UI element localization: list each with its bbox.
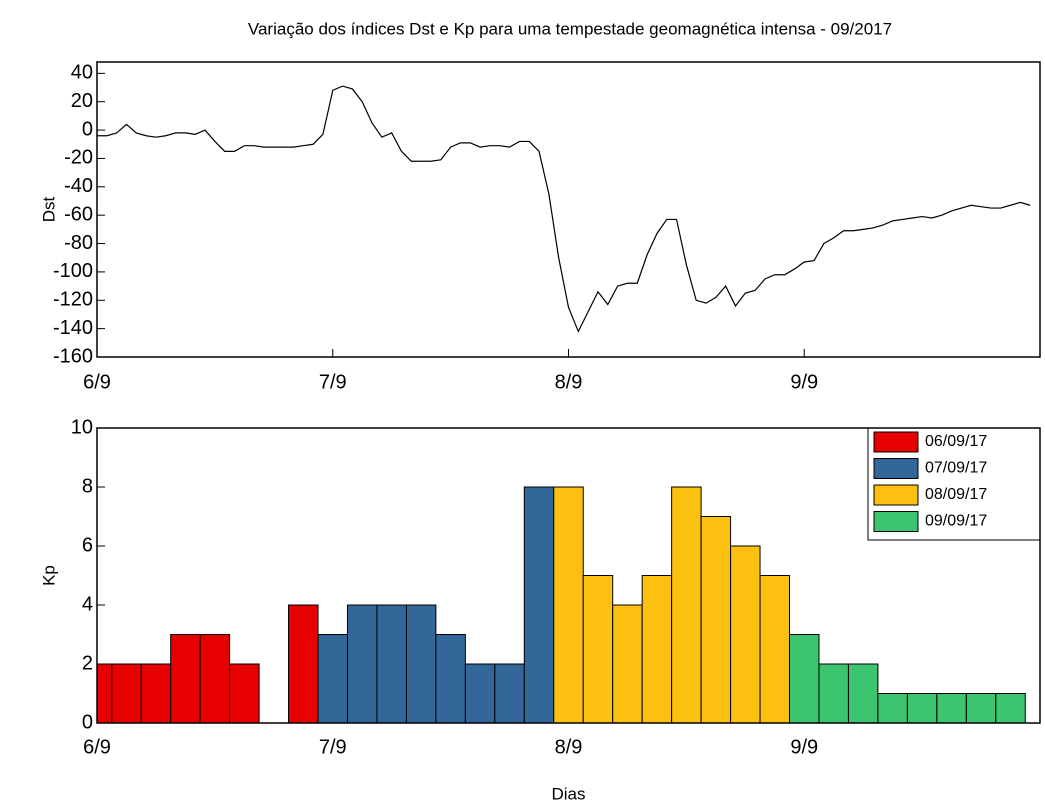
legend-swatch (873, 484, 919, 506)
y-axis-label: Dst (39, 196, 58, 222)
kp-bar (936, 693, 967, 723)
kp-bar (111, 663, 142, 723)
x-tick-label: 9/9 (790, 736, 818, 758)
kp-bar (965, 693, 997, 723)
kp-bar (199, 634, 231, 723)
y-tick-label: 6 (82, 534, 93, 556)
kp-bar (317, 634, 348, 723)
kp-bar (435, 634, 466, 723)
bars (97, 486, 1026, 723)
y-tick-label: -120 (53, 289, 93, 311)
legend-label: 08/09/17 (925, 486, 987, 503)
x-axis-label: Dias (551, 784, 585, 803)
plot-frame (96, 61, 1041, 358)
y-tick-label: 40 (71, 62, 93, 84)
y-tick-label: -60 (64, 203, 93, 225)
legend-swatch (873, 431, 919, 453)
x-tick-label: 6/9 (83, 371, 111, 393)
y-tick-label: 0 (82, 118, 93, 140)
kp-bar (523, 486, 555, 723)
dst-line (97, 85, 1031, 333)
kp-bar (995, 693, 1026, 723)
y-axis-label: Kp (39, 565, 58, 586)
kp-bar (700, 516, 732, 723)
legend-swatch (873, 511, 919, 532)
kp-bar (612, 604, 643, 723)
legend-label: 06/09/17 (925, 433, 987, 450)
y-tick-label: 10 (71, 416, 93, 438)
legend-label: 07/09/17 (925, 460, 987, 477)
y-tick-label: 0 (82, 711, 93, 733)
y-tick-label: 4 (82, 593, 93, 615)
kp-bar (405, 604, 437, 723)
kp-bar (906, 693, 938, 723)
legend-swatch (873, 458, 919, 479)
x-tick-label: 7/9 (319, 371, 347, 393)
y-tick-label: -160 (53, 345, 93, 367)
kp-bar (789, 634, 820, 723)
x-tick-label: 8/9 (555, 371, 583, 393)
chart-title: Variação dos índices Dst e Kp para uma t… (248, 19, 892, 38)
kp-bar (582, 575, 614, 723)
kp-bar (376, 604, 407, 723)
kp-bar (553, 486, 584, 723)
kp-bar (818, 663, 849, 723)
y-tick-label: 20 (71, 90, 93, 112)
y-tick-label: -140 (53, 317, 93, 339)
kp-bar (288, 604, 319, 723)
kp-bar (730, 545, 761, 723)
kp-bar (464, 663, 496, 723)
kp-bar (759, 575, 791, 723)
kp-bar (877, 693, 908, 723)
y-tick-label: 2 (82, 652, 93, 674)
kp-bar (671, 486, 702, 723)
y-tick-label: 8 (82, 475, 93, 497)
y-tick-label: -100 (53, 260, 93, 282)
y-tick-label: -40 (64, 175, 93, 197)
kp-bar (346, 604, 378, 723)
kp-bar (140, 663, 172, 723)
x-tick-label: 8/9 (555, 736, 583, 758)
y-tick-label: -80 (64, 232, 93, 254)
legend: 06/09/17 07/09/17 08/09/17 09/09/17 (867, 427, 1041, 541)
kp-bar (641, 575, 673, 723)
plot-frame (96, 427, 1041, 724)
y-tick-label: -20 (64, 147, 93, 169)
kp-bar (494, 663, 525, 723)
kp-bar (170, 634, 201, 723)
kp-bar (229, 663, 260, 723)
x-tick-label: 9/9 (790, 371, 818, 393)
kp-bar (847, 663, 879, 723)
x-tick-label: 6/9 (83, 736, 111, 758)
legend-label: 09/09/17 (925, 513, 987, 530)
x-tick-label: 7/9 (319, 736, 347, 758)
